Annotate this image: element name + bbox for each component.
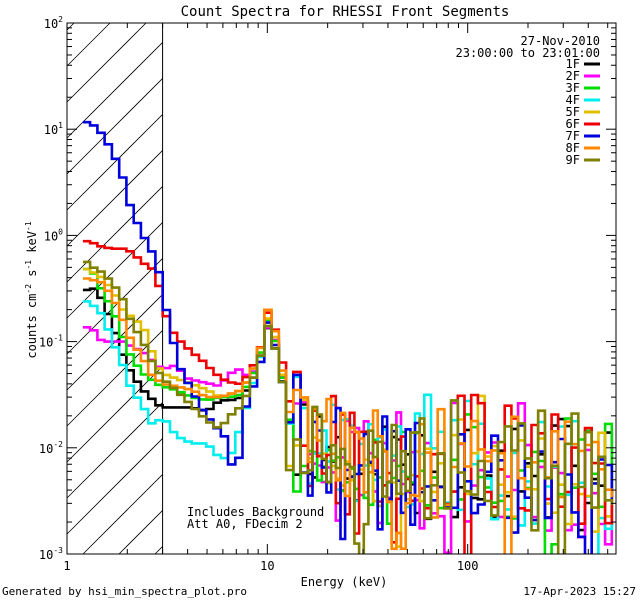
- y-tick-label: 100: [44, 227, 63, 243]
- legend-label-6F: 6F: [566, 117, 580, 131]
- hatch-line: [66, 42, 163, 139]
- legend-label-9F: 9F: [566, 153, 580, 167]
- y-tick-label: 101: [44, 121, 63, 137]
- series-6F: [82, 239, 614, 554]
- x-axis-label: Energy (keV): [301, 575, 388, 589]
- y-axis-label-end: keV: [25, 231, 39, 260]
- legend-label-7F: 7F: [566, 129, 580, 143]
- hatch-line: [66, 22, 75, 31]
- hatch-line: [154, 546, 163, 555]
- y-axis-label-sup3: -1: [24, 221, 33, 231]
- legend-label-1F: 1F: [566, 57, 580, 71]
- legend-label-8F: 8F: [566, 141, 580, 155]
- y-axis-label: counts cm-2 s-1 keV-1: [24, 221, 39, 358]
- series-8F: [82, 277, 614, 554]
- hatch-line: [66, 366, 163, 463]
- x-tick-label: 100: [457, 559, 479, 573]
- y-axis-label-main: counts cm: [25, 294, 39, 359]
- axis-tick-labels: 1 10 100 10-3 10-2 10-1 100 101 102: [39, 15, 479, 573]
- series-layer: [82, 120, 614, 554]
- axis-ticks: [66, 22, 616, 555]
- series-9F: [82, 260, 614, 554]
- chart-title: Count Spectra for RHESSI Front Segments: [181, 4, 510, 20]
- hatch-line: [66, 330, 163, 427]
- x-tick-label: 1: [63, 559, 70, 573]
- hatch-line: [66, 22, 111, 67]
- hatch-line: [118, 510, 163, 555]
- hatch-line: [66, 438, 163, 535]
- y-axis-label-sup2: -1: [24, 260, 33, 270]
- hatch-line: [66, 114, 163, 211]
- observation-date: 27-Nov-2010: [521, 34, 600, 48]
- hatch-line: [66, 186, 163, 283]
- y-axis-label-sup1: -2: [24, 284, 33, 294]
- y-tick-label: 10-2: [39, 440, 63, 456]
- footer-timestamp: 17-Apr-2023 15:27: [523, 585, 636, 598]
- hatch-line: [66, 258, 163, 355]
- legend-label-3F: 3F: [566, 81, 580, 95]
- y-tick-label: 10-3: [39, 546, 63, 562]
- hatch-line: [66, 78, 163, 175]
- legend-label-2F: 2F: [566, 69, 580, 83]
- hatch-line: [66, 22, 147, 103]
- y-tick-label: 102: [44, 15, 63, 31]
- y-tick-label: 10-1: [39, 334, 63, 350]
- hatch-line: [66, 402, 163, 499]
- legend-label-5F: 5F: [566, 105, 580, 119]
- x-tick-label: 10: [260, 559, 274, 573]
- legend-label-4F: 4F: [566, 93, 580, 107]
- hatch-line: [66, 150, 163, 247]
- annotation-attenuator: Att A0, FDecim 2: [187, 517, 303, 531]
- annotation-background: Includes Background: [187, 505, 324, 519]
- observation-time-range: 23:00:00 to 23:01:00: [456, 46, 601, 60]
- footer-generated-by: Generated by hsi_min_spectra_plot.pro: [2, 585, 247, 598]
- background-hatch-region: [66, 22, 164, 555]
- plot-frame: [66, 22, 617, 555]
- y-axis-label-mid: s: [25, 270, 39, 284]
- hatch-line: [82, 474, 163, 555]
